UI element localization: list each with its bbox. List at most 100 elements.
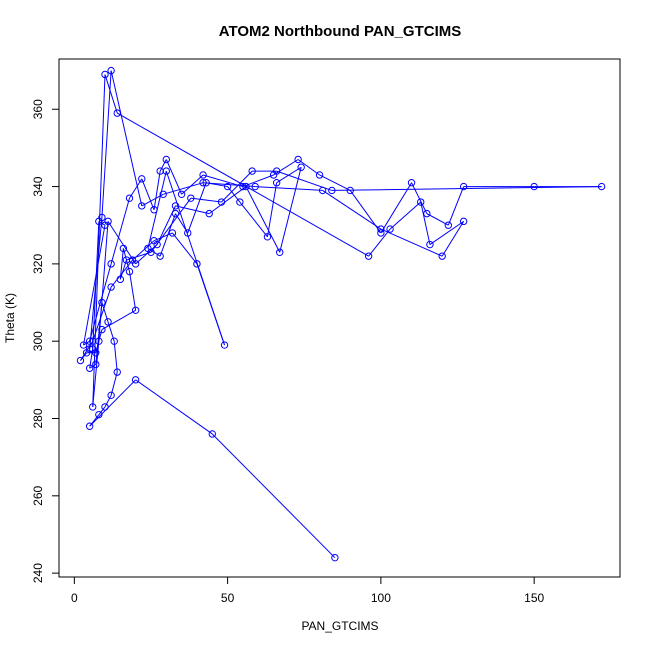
data-point (107, 391, 115, 400)
data-point (272, 167, 281, 175)
series-points (76, 66, 606, 562)
series-segment (175, 213, 189, 234)
series-segment (447, 186, 465, 226)
series-segment (98, 221, 109, 342)
data-point (177, 190, 186, 198)
data-point (92, 349, 100, 357)
data-point (92, 360, 100, 369)
data-point (315, 171, 324, 179)
series-segment (211, 433, 336, 559)
data-point (89, 403, 97, 411)
series-segment (104, 74, 118, 114)
data-point (98, 213, 106, 222)
data-point (386, 225, 394, 233)
series-segment (175, 205, 210, 215)
x-tick-label: 150 (524, 591, 544, 605)
plot-frame (58, 58, 621, 578)
data-point (217, 198, 226, 206)
data-point (263, 233, 272, 241)
series-segment (135, 244, 158, 265)
series-segment (297, 159, 320, 176)
series-segment (110, 198, 130, 265)
data-point (297, 163, 305, 171)
y-tick-label: 320 (31, 254, 45, 274)
series-segment (255, 186, 323, 191)
data-point (95, 410, 103, 419)
data-point (220, 341, 229, 349)
data-point (377, 225, 385, 233)
series-segment (266, 182, 278, 237)
data-point (459, 217, 468, 226)
series-segment (368, 228, 391, 257)
data-point (156, 252, 164, 260)
series-segment (245, 186, 281, 253)
data-point (208, 430, 216, 438)
y-tick-label: 260 (31, 485, 45, 505)
series-segment (380, 182, 412, 234)
x-axis: 0 50 100 150 (71, 576, 544, 605)
data-point (125, 194, 134, 202)
data-point (168, 229, 177, 237)
data-point (162, 167, 170, 175)
data-point (202, 179, 210, 187)
series-segment (110, 70, 143, 207)
data-point (530, 182, 538, 191)
series-segment (172, 232, 198, 265)
data-point (107, 260, 115, 268)
series-segment (104, 395, 112, 408)
series-segment (163, 182, 204, 195)
data-point (144, 244, 152, 253)
data-point (331, 553, 339, 562)
data-point (193, 260, 201, 268)
series-segment (411, 182, 428, 214)
data-point (205, 209, 213, 218)
data-point (438, 252, 446, 260)
series-segment (273, 159, 299, 176)
data-point (407, 179, 416, 187)
data-point (251, 182, 259, 191)
data-point (116, 275, 125, 284)
y-axis-label: Theta (K) (3, 293, 17, 343)
y-tick-label: 280 (31, 408, 45, 428)
y-axis: 240 260 280 300 320 340 360 (31, 99, 60, 583)
data-point (113, 368, 121, 376)
series-segment (202, 174, 244, 188)
series-segment (165, 159, 183, 195)
data-point (107, 66, 115, 75)
data-point (239, 182, 247, 191)
series-segment (122, 248, 130, 272)
series-segment (110, 371, 118, 396)
data-point (364, 252, 373, 260)
data-point (223, 182, 232, 191)
series-segment (429, 220, 464, 245)
x-tick-label: 0 (71, 591, 78, 605)
series-segment (89, 414, 100, 427)
series-segment (159, 213, 176, 257)
series-segment (110, 259, 133, 288)
series-segment (426, 213, 449, 226)
series-line (80, 70, 602, 559)
series-segment (89, 379, 136, 427)
series-segment (420, 201, 431, 245)
data-point (294, 155, 302, 164)
y-tick-label: 240 (31, 563, 45, 583)
data-point (187, 194, 195, 202)
data-point (101, 403, 109, 411)
series-segment (279, 167, 302, 253)
data-point (242, 182, 250, 191)
data-point (236, 198, 244, 206)
data-point (417, 198, 425, 206)
data-point (159, 190, 167, 198)
data-point (328, 186, 336, 195)
data-point (138, 202, 146, 210)
data-point (107, 283, 115, 291)
data-point (150, 206, 158, 214)
series-segment (221, 170, 253, 203)
data-point (104, 217, 112, 226)
data-point (171, 202, 180, 210)
data-point (248, 167, 256, 175)
y-tick-label: 360 (31, 99, 45, 119)
data-point (272, 179, 281, 187)
series-segment (141, 193, 164, 207)
